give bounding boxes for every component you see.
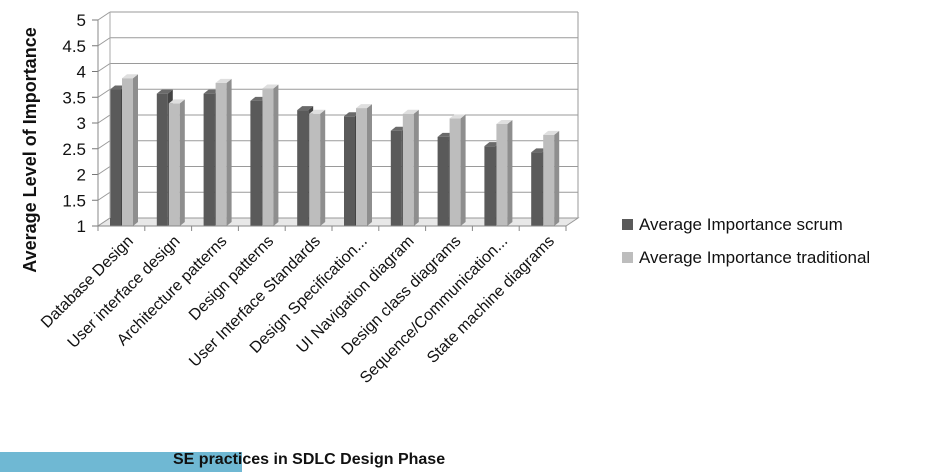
gridline-depth (97, 140, 111, 150)
bar-side (179, 99, 185, 226)
bar-traditional (449, 114, 466, 226)
bar-traditional (168, 99, 185, 226)
bar-front (484, 146, 496, 226)
bar-side (133, 74, 138, 226)
bar-side (273, 84, 279, 227)
bar-front (110, 89, 121, 227)
legend-swatch-scrum (622, 219, 633, 230)
bar-traditional (543, 130, 560, 226)
y-tick-label: 1 (77, 217, 86, 236)
bar-traditional (496, 120, 513, 226)
bar-front (203, 93, 215, 227)
bar-top (262, 84, 279, 89)
gridline-depth (97, 191, 111, 201)
bar-side (320, 109, 326, 226)
legend-label-traditional: Average Importance traditional (639, 247, 871, 267)
bar-front (390, 130, 402, 226)
bar-front (297, 110, 309, 226)
bar-top (156, 89, 173, 94)
bar-top (297, 106, 314, 111)
bar-front (356, 108, 367, 226)
bar-front (531, 152, 543, 226)
gridline-depth (97, 63, 111, 72)
bar-top (402, 109, 419, 114)
caption-highlight-bar (0, 452, 242, 472)
bar-side (226, 78, 232, 226)
chart-bars (110, 74, 560, 227)
gridline-depth (97, 114, 111, 124)
bar-side (413, 109, 419, 226)
gridline-depth (97, 11, 111, 21)
bar-front (168, 103, 180, 226)
bar-side (460, 114, 466, 226)
bar-front (449, 118, 461, 226)
y-tick-label: 3 (77, 114, 86, 133)
y-tick-label: 2 (77, 166, 86, 185)
legend-item-scrum: Average Importance scrum (622, 208, 870, 241)
bar-top (122, 74, 138, 79)
bar-traditional (215, 78, 232, 226)
y-tick-label: 5 (77, 11, 86, 30)
gridline-depth (97, 166, 111, 175)
bar-top (309, 109, 326, 114)
y-tick-label: 4 (77, 63, 86, 82)
bar-traditional (402, 109, 419, 226)
chart-axes (92, 12, 567, 231)
y-axis-title: Average Level of Importance (20, 27, 40, 272)
legend-label-scrum: Average Importance scrum (639, 214, 843, 234)
bar-front (543, 134, 555, 226)
figure-caption: SE practices in SDLC Design Phase (173, 451, 446, 468)
bar-front (437, 136, 449, 226)
gridline-depth (97, 37, 111, 47)
bar-top (449, 114, 466, 119)
bar-front (250, 100, 262, 226)
bar-top (543, 130, 560, 135)
gridline-depth (97, 88, 111, 98)
bar-side (367, 104, 372, 226)
x-category-label: Design patterns (186, 233, 277, 324)
bar-side (554, 130, 560, 226)
bar-front (215, 82, 227, 226)
bar-top (215, 78, 232, 83)
legend-swatch-traditional (622, 252, 633, 263)
bar-traditional (309, 109, 326, 226)
bar-front (262, 88, 274, 227)
bar-traditional (356, 104, 372, 226)
bar-top (168, 99, 185, 104)
bar-front (309, 113, 321, 226)
y-tick-label: 2.5 (62, 140, 86, 159)
bar-traditional (122, 74, 138, 226)
y-tick-label: 1.5 (62, 191, 86, 210)
bar-front (496, 124, 508, 226)
chart-legend: Average Importance scrum Average Importa… (622, 208, 870, 274)
bar-front (344, 116, 355, 226)
bar-front (402, 113, 414, 226)
legend-item-traditional: Average Importance traditional (622, 241, 870, 274)
bar-side (507, 120, 513, 226)
y-tick-label: 3.5 (62, 88, 86, 107)
bar-traditional (262, 84, 279, 227)
y-tick-label: 4.5 (62, 37, 86, 56)
bar-front (122, 78, 133, 226)
bar-front (156, 93, 168, 227)
bar-top (356, 104, 372, 109)
bar-top (496, 120, 513, 125)
